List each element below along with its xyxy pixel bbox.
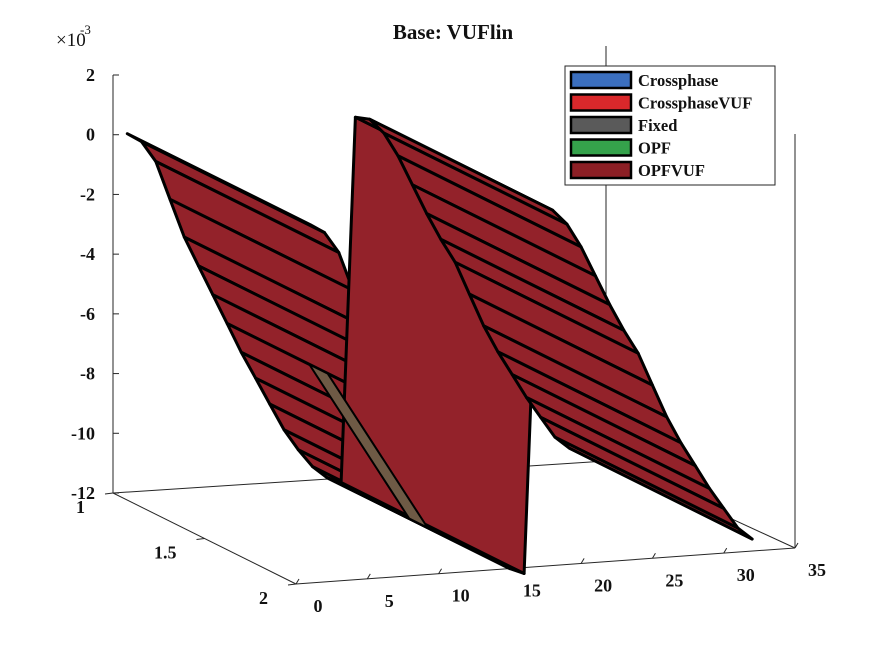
y-tick-label: 1 — [76, 497, 85, 517]
y-tick-mark — [196, 538, 205, 540]
legend: Crossphase CrossphaseVUF Fixed OPF OPFVUF — [564, 65, 776, 186]
y-tick-mark — [287, 583, 297, 586]
ribbon-surfaces — [125, 115, 754, 575]
x-tick-mark — [651, 553, 656, 559]
x-tick-mark — [366, 573, 371, 580]
z-tick-label: 0 — [86, 125, 95, 145]
legend-label: CrossphaseVUF — [638, 94, 752, 113]
x-axis-ticks: 0 5 10 15 20 25 30 35 — [295, 542, 826, 616]
x-tick-label: 35 — [808, 560, 826, 580]
x-tick-mark — [794, 542, 799, 549]
y-tick-label: 1.5 — [154, 543, 177, 563]
legend-swatch — [569, 70, 633, 90]
y-axis-ticks: 11.52 — [76, 492, 297, 608]
ribbon-segment — [553, 435, 754, 541]
legend-label: Fixed — [638, 116, 677, 135]
svg-text:×10: ×10 — [56, 30, 86, 51]
x-tick-label: 5 — [385, 591, 394, 611]
x-tick-mark — [580, 558, 585, 564]
legend-swatch — [569, 115, 633, 135]
x-tick-label: 30 — [737, 565, 755, 585]
x-tick-label: 15 — [523, 581, 541, 601]
y-tick-mark — [104, 492, 114, 495]
x-tick-label: 0 — [314, 596, 323, 616]
z-tick-label: -12 — [71, 483, 95, 503]
z-tick-label: 2 — [86, 65, 95, 85]
chart-title: Base: VUFlin — [393, 20, 514, 44]
x-tick-mark — [723, 547, 728, 554]
y-tick-label: 2 — [259, 588, 268, 608]
x-tick-mark — [295, 578, 300, 585]
legend-label: Crossphase — [638, 71, 718, 90]
svg-text:-3: -3 — [80, 22, 91, 37]
legend-swatch — [569, 93, 633, 112]
z-tick-label: -4 — [80, 244, 95, 264]
fixed-strip — [306, 361, 431, 531]
x-tick-label: 10 — [452, 586, 470, 606]
z-tick-label: -8 — [80, 364, 95, 384]
z-tick-label: -2 — [80, 184, 95, 204]
legend-label: OPFVUF — [638, 161, 705, 180]
legend-label: OPF — [638, 139, 671, 158]
x-tick-label: 20 — [594, 575, 612, 595]
legend-swatch — [569, 160, 633, 180]
z-axis-ticks: 2 0 -2 -4 -6 -8 -10 -12 — [71, 65, 119, 503]
x-tick-mark — [438, 568, 443, 574]
legend-swatch — [569, 138, 633, 157]
z-tick-label: -10 — [71, 423, 95, 443]
z-exponent-label: ×10 -3 — [56, 22, 91, 51]
x-tick-label: 25 — [665, 570, 683, 590]
z-tick-label: -6 — [80, 304, 95, 324]
